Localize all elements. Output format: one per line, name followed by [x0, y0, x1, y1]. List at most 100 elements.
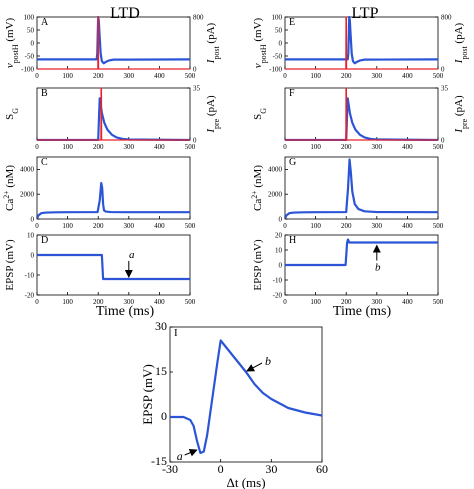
- panel-i: -30 0 30 60 -15 0 15 30 I EPSP (mV) Δt (ms) a b: [140, 319, 328, 489]
- x-tick-label: 500: [433, 222, 444, 230]
- y-axis-label-left: Ca2+ (nM): [2, 165, 17, 211]
- y-tick-label: -10: [273, 276, 283, 284]
- y-tick-label: 0: [161, 409, 167, 423]
- panel-h: 0 100 200 300 400 500 -20 -10 0 10 20 H EPSP (mV) b: [252, 231, 444, 306]
- y-tick-label: 10: [27, 231, 35, 239]
- panel-letter: F: [289, 88, 295, 99]
- y-tick-label: 4000: [20, 166, 35, 174]
- y-tick-label: 10: [275, 246, 283, 254]
- plot-frame: [36, 16, 191, 70]
- x-tick-label: 500: [433, 298, 444, 306]
- x-tick-label: 0: [35, 298, 39, 306]
- annotation-arrow: [184, 449, 198, 457]
- x-tick-label: 300: [372, 222, 383, 230]
- series-line-1: [37, 97, 190, 141]
- x-tick-label: 500: [433, 72, 444, 80]
- x-tick-label: 200: [93, 298, 104, 306]
- x-tick-label: 300: [372, 143, 383, 151]
- x-tick-label: -30: [162, 462, 178, 476]
- x-tick-label: 200: [93, 72, 104, 80]
- y-tick-label: -20: [273, 291, 283, 299]
- y-axis-label-left: EPSP (mV): [140, 364, 155, 425]
- column-title-ltp: LTP: [352, 5, 379, 22]
- y-tick-label: 2000: [20, 191, 35, 199]
- y-axis-label-right: Ipre (pA): [205, 95, 221, 134]
- x-tick-label: 500: [185, 143, 196, 151]
- y-tick-label: 0: [31, 251, 35, 259]
- series-line-1: [37, 16, 190, 65]
- y-tick-label: 4000: [268, 166, 283, 174]
- x-tick-label: 300: [372, 298, 383, 306]
- panel-letter: C: [41, 157, 48, 168]
- y-tick-label: 20: [275, 231, 283, 239]
- x-tick-label: 500: [433, 143, 444, 151]
- panel-letter: B: [41, 88, 48, 99]
- y-axis-label-left: SG: [252, 108, 268, 120]
- x-tick-label: 200: [341, 72, 352, 80]
- series-line-1: [37, 253, 190, 281]
- x-tick-label: 100: [62, 222, 73, 230]
- y-axis-label-right: Ipre (pA): [453, 95, 469, 134]
- y-tick-label: 100: [272, 13, 283, 21]
- series-line-1: [285, 158, 438, 219]
- x-tick-label: 500: [185, 298, 196, 306]
- plot-frame: [36, 234, 191, 296]
- annotation-label: a: [129, 249, 135, 261]
- panel-c: 0 100 200 300 400 500 0 2000 4000 C Ca2+ (nM): [2, 156, 196, 230]
- x-tick-label: 400: [154, 72, 165, 80]
- x-tick-label: 400: [402, 143, 413, 151]
- x-tick-label: 200: [341, 298, 352, 306]
- y-tick-label: -100: [21, 65, 34, 73]
- x-tick-label: 0: [35, 222, 39, 230]
- plot-frame: [284, 87, 439, 141]
- x-tick-label: 0: [283, 143, 287, 151]
- y-tick-right-label: 0: [441, 65, 445, 73]
- panel-g: 0 100 200 300 400 500 0 2000 4000 G Ca2+ (nM): [250, 156, 444, 230]
- series-line-1: [170, 339, 322, 455]
- x-tick-label: 500: [185, 222, 196, 230]
- panel-letter: G: [289, 157, 296, 168]
- x-tick-label: 400: [402, 72, 413, 80]
- x-tick-label: 200: [93, 143, 104, 151]
- panel-letter: D: [41, 235, 48, 246]
- x-tick-label: 0: [218, 462, 224, 476]
- x-tick-label: 500: [185, 72, 196, 80]
- panels: 0 100 200 300 400 500-100-500501000800AvpostH…: [2, 13, 469, 489]
- panel-letter: A: [41, 17, 49, 28]
- y-tick-label: -50: [25, 52, 35, 60]
- annotation-arrow: [246, 362, 263, 372]
- x-tick-label: 400: [154, 298, 165, 306]
- y-tick-label: -15: [151, 454, 167, 468]
- x-tick-label: 0: [283, 298, 287, 306]
- panel-a: 0 100 200 300 400 500 -100 -50 0 50 100 0 800 AvpostH…: [4, 13, 221, 80]
- y-tick-label: 0: [279, 261, 283, 269]
- y-tick-right-label: 0: [193, 65, 197, 73]
- y-tick-label: 30: [155, 319, 167, 333]
- annotation-label: b: [375, 262, 381, 274]
- panel-e: 0 100 200 300 400 500 -100 -50 0 50 100 0 800 EvpostH…: [252, 13, 469, 80]
- x-tick-label: 60: [316, 462, 328, 476]
- x-tick-label: 100: [62, 72, 73, 80]
- x-tick-label: 30: [265, 462, 277, 476]
- panel-d: 0 100 200 300 400 500 -20 -10 0 10 D EPSP (mV) a: [4, 231, 196, 306]
- x-tick-label: 0: [283, 222, 287, 230]
- y-tick-label: 50: [275, 26, 283, 34]
- y-tick-right-label: 0: [193, 136, 197, 144]
- y-tick-right-label: 35: [441, 84, 449, 92]
- y-axis-label-left: Ca2+ (nM): [250, 165, 265, 211]
- y-axis-label-right: Ipost (pA): [205, 22, 221, 64]
- x-tick-label: 100: [310, 143, 321, 151]
- y-axis-label-right: Ipost (pA): [453, 22, 469, 64]
- time-axis-label-right: Time (ms): [333, 304, 392, 319]
- series-line-2: [37, 87, 190, 141]
- y-tick-label: -20: [25, 291, 35, 299]
- y-tick-right-label: 0: [441, 136, 445, 144]
- y-tick-label: 0: [31, 39, 35, 47]
- x-tick-label: 100: [310, 298, 321, 306]
- x-tick-label: 300: [124, 72, 135, 80]
- x-tick-label: 400: [154, 222, 165, 230]
- column-title-ltd: LTD: [110, 5, 140, 22]
- y-tick-label: 100: [24, 13, 35, 21]
